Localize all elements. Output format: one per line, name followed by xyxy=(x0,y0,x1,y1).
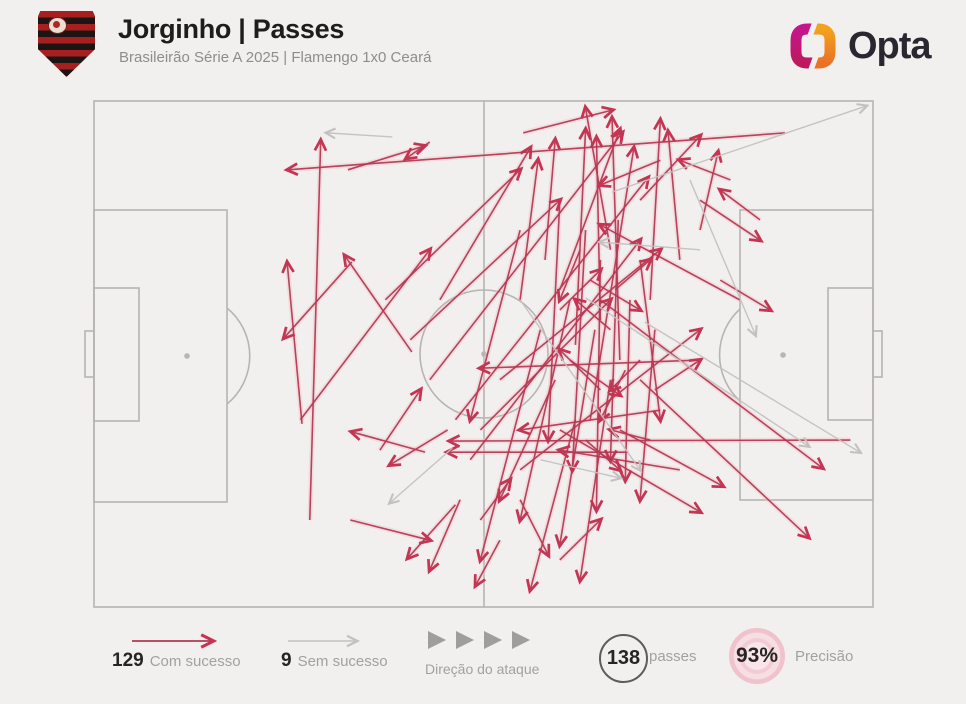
precision-label: Precisão xyxy=(795,648,854,665)
successful-label: Com sucesso xyxy=(149,653,241,670)
passes-count: 138 xyxy=(606,647,641,669)
precision-badge: 93% xyxy=(729,628,785,684)
precision-value: 93% xyxy=(735,644,779,667)
opta-wordmark: Opta xyxy=(848,25,932,67)
opta-logo: Opta xyxy=(788,21,932,71)
unsuccessful-legend: 9 Sem sucesso xyxy=(281,650,388,672)
page-title: Jorginho | Passes xyxy=(118,14,345,44)
successful-legend: 129 Com sucesso xyxy=(112,650,241,672)
page-subtitle: Brasileirão Série A 2025 | Flamengo 1x0 … xyxy=(119,49,432,66)
passes-label: passes xyxy=(649,648,697,665)
successful-count: 129 xyxy=(112,650,144,671)
passes-count-badge: 138 xyxy=(599,634,648,683)
attack-direction-label: Direção do ataque xyxy=(425,661,540,677)
pass-arrows-layer xyxy=(280,103,870,595)
unsuccessful-arrow-icon xyxy=(288,634,361,648)
unsuccessful-count: 9 xyxy=(281,650,292,671)
opta-logo-icon xyxy=(790,21,836,71)
successful-arrow-icon xyxy=(132,633,218,649)
unsuccessful-label: Sem sucesso xyxy=(297,653,388,670)
pitch-lines xyxy=(84,100,883,608)
crest-emblem-icon xyxy=(48,17,67,34)
attack-direction-icon xyxy=(428,631,530,649)
